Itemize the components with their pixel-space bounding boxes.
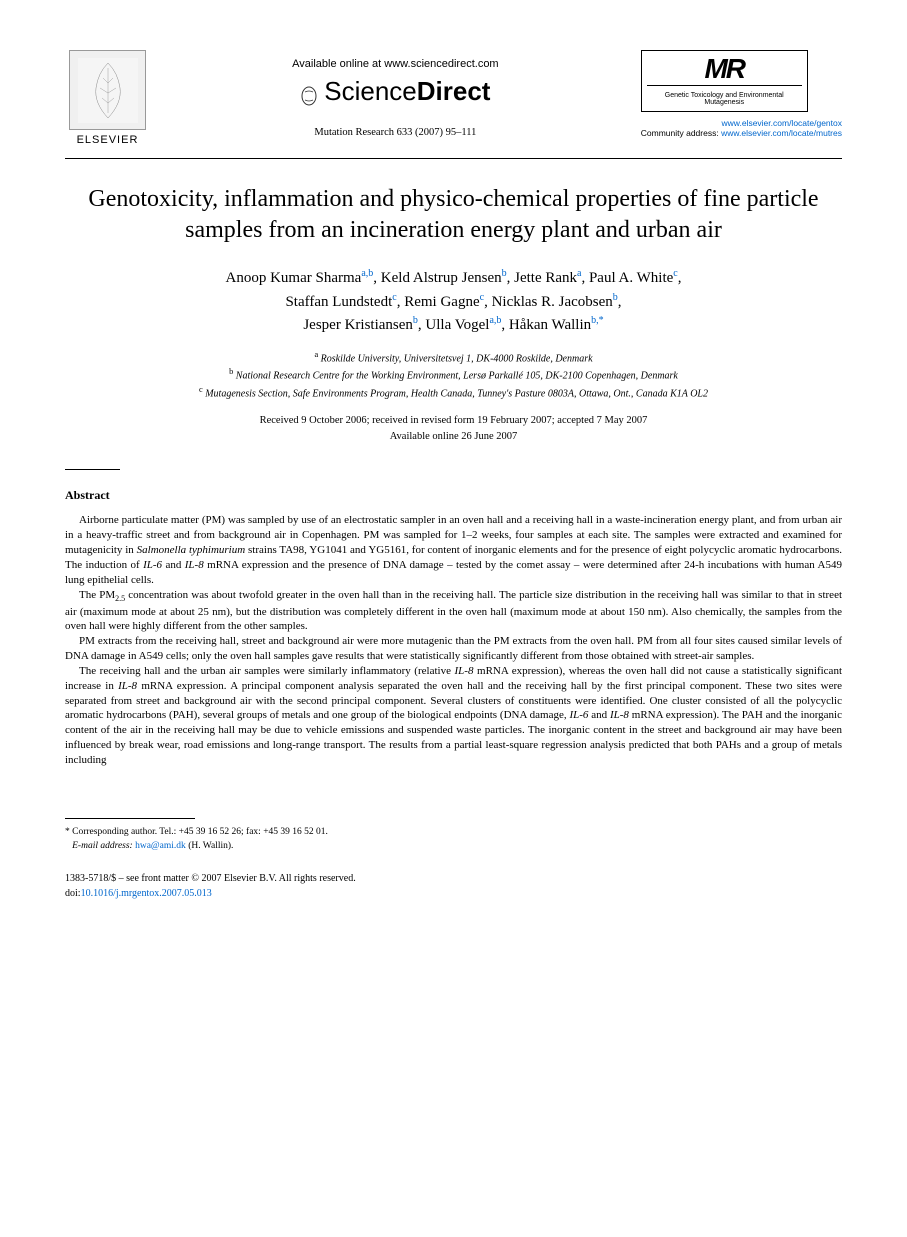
abstract-para-1: Airborne particulate matter (PM) was sam… bbox=[65, 513, 842, 587]
gentox-link[interactable]: www.elsevier.com/locate/gentox bbox=[722, 118, 842, 128]
elsevier-text: ELSEVIER bbox=[65, 134, 150, 146]
author: Nicklas R. Jacobsenb bbox=[492, 294, 618, 310]
elsevier-tree-icon bbox=[69, 50, 146, 130]
sd-suffix: Direct bbox=[417, 76, 491, 106]
affiliation-a: a Roskilde University, Universitetsvej 1… bbox=[65, 349, 842, 366]
community-prefix: Community address: bbox=[641, 128, 721, 138]
sciencedirect-icon bbox=[300, 86, 318, 106]
corresponding-author: * Corresponding author. Tel.: +45 39 16 … bbox=[65, 825, 842, 839]
author: Jesper Kristiansenb bbox=[303, 317, 418, 333]
author: Ulla Vogela,b bbox=[425, 317, 501, 333]
sd-prefix: Science bbox=[324, 76, 417, 106]
header-rule bbox=[65, 158, 842, 159]
author: Anoop Kumar Sharmaa,b bbox=[226, 270, 374, 286]
journal-logo-box: MR Genetic Toxicology and Environmental … bbox=[641, 50, 808, 112]
doi-link[interactable]: 10.1016/j.mrgentox.2007.05.013 bbox=[81, 888, 212, 899]
affiliation-b: b National Research Centre for the Worki… bbox=[65, 366, 842, 383]
email-link[interactable]: hwa@ami.dk bbox=[135, 841, 186, 851]
author: Håkan Wallinb,* bbox=[509, 317, 604, 333]
right-header-block: MR Genetic Toxicology and Environmental … bbox=[641, 50, 842, 138]
author: Jette Ranka bbox=[514, 270, 581, 286]
elsevier-logo-block: ELSEVIER bbox=[65, 50, 150, 146]
author: Remi Gagnec bbox=[404, 294, 484, 310]
available-online-text: Available online at www.sciencedirect.co… bbox=[150, 58, 641, 70]
author: Paul A. Whitec bbox=[589, 270, 678, 286]
abstract-para-4: The receiving hall and the urban air sam… bbox=[65, 664, 842, 768]
abstract-para-3: PM extracts from the receiving hall, str… bbox=[65, 634, 842, 664]
online-date: Available online 26 June 2007 bbox=[65, 429, 842, 445]
received-date: Received 9 October 2006; received in rev… bbox=[65, 413, 842, 429]
mr-subtitle: Genetic Toxicology and Environmental Mut… bbox=[647, 92, 802, 106]
article-dates: Received 9 October 2006; received in rev… bbox=[65, 413, 842, 445]
journal-citation: Mutation Research 633 (2007) 95–111 bbox=[150, 127, 641, 138]
mr-logo-text: MR bbox=[647, 56, 802, 81]
abstract-body: Airborne particulate matter (PM) was sam… bbox=[65, 513, 842, 767]
author-list: Anoop Kumar Sharmaa,b, Keld Alstrup Jens… bbox=[65, 266, 842, 337]
doi-line: doi:10.1016/j.mrgentox.2007.05.013 bbox=[65, 886, 842, 901]
page-container: ELSEVIER Available online at www.science… bbox=[0, 0, 907, 941]
article-title: Genotoxicity, inflammation and physico-c… bbox=[65, 184, 842, 246]
abstract-rule bbox=[65, 469, 120, 470]
header-row: ELSEVIER Available online at www.science… bbox=[65, 50, 842, 146]
header-links: www.elsevier.com/locate/gentox Community… bbox=[641, 118, 842, 138]
affiliation-c: c Mutagenesis Section, Safe Environments… bbox=[65, 384, 842, 401]
abstract-para-2: The PM2.5 concentration was about twofol… bbox=[65, 588, 842, 635]
mutres-link[interactable]: www.elsevier.com/locate/mutres bbox=[721, 128, 842, 138]
author: Keld Alstrup Jensenb bbox=[381, 270, 507, 286]
center-header: Available online at www.sciencedirect.co… bbox=[150, 50, 641, 138]
email-line: E-mail address: hwa@ami.dk (H. Wallin). bbox=[65, 839, 842, 853]
footnotes: * Corresponding author. Tel.: +45 39 16 … bbox=[65, 825, 842, 854]
issn-copyright: 1383-5718/$ – see front matter © 2007 El… bbox=[65, 871, 842, 886]
sciencedirect-logo: ScienceDirect bbox=[150, 76, 641, 107]
footnote-rule bbox=[65, 818, 195, 819]
abstract-heading: Abstract bbox=[65, 488, 842, 503]
author: Staffan Lundstedtc bbox=[285, 294, 396, 310]
affiliations: a Roskilde University, Universitetsvej 1… bbox=[65, 349, 842, 401]
copyright-block: 1383-5718/$ – see front matter © 2007 El… bbox=[65, 871, 842, 901]
